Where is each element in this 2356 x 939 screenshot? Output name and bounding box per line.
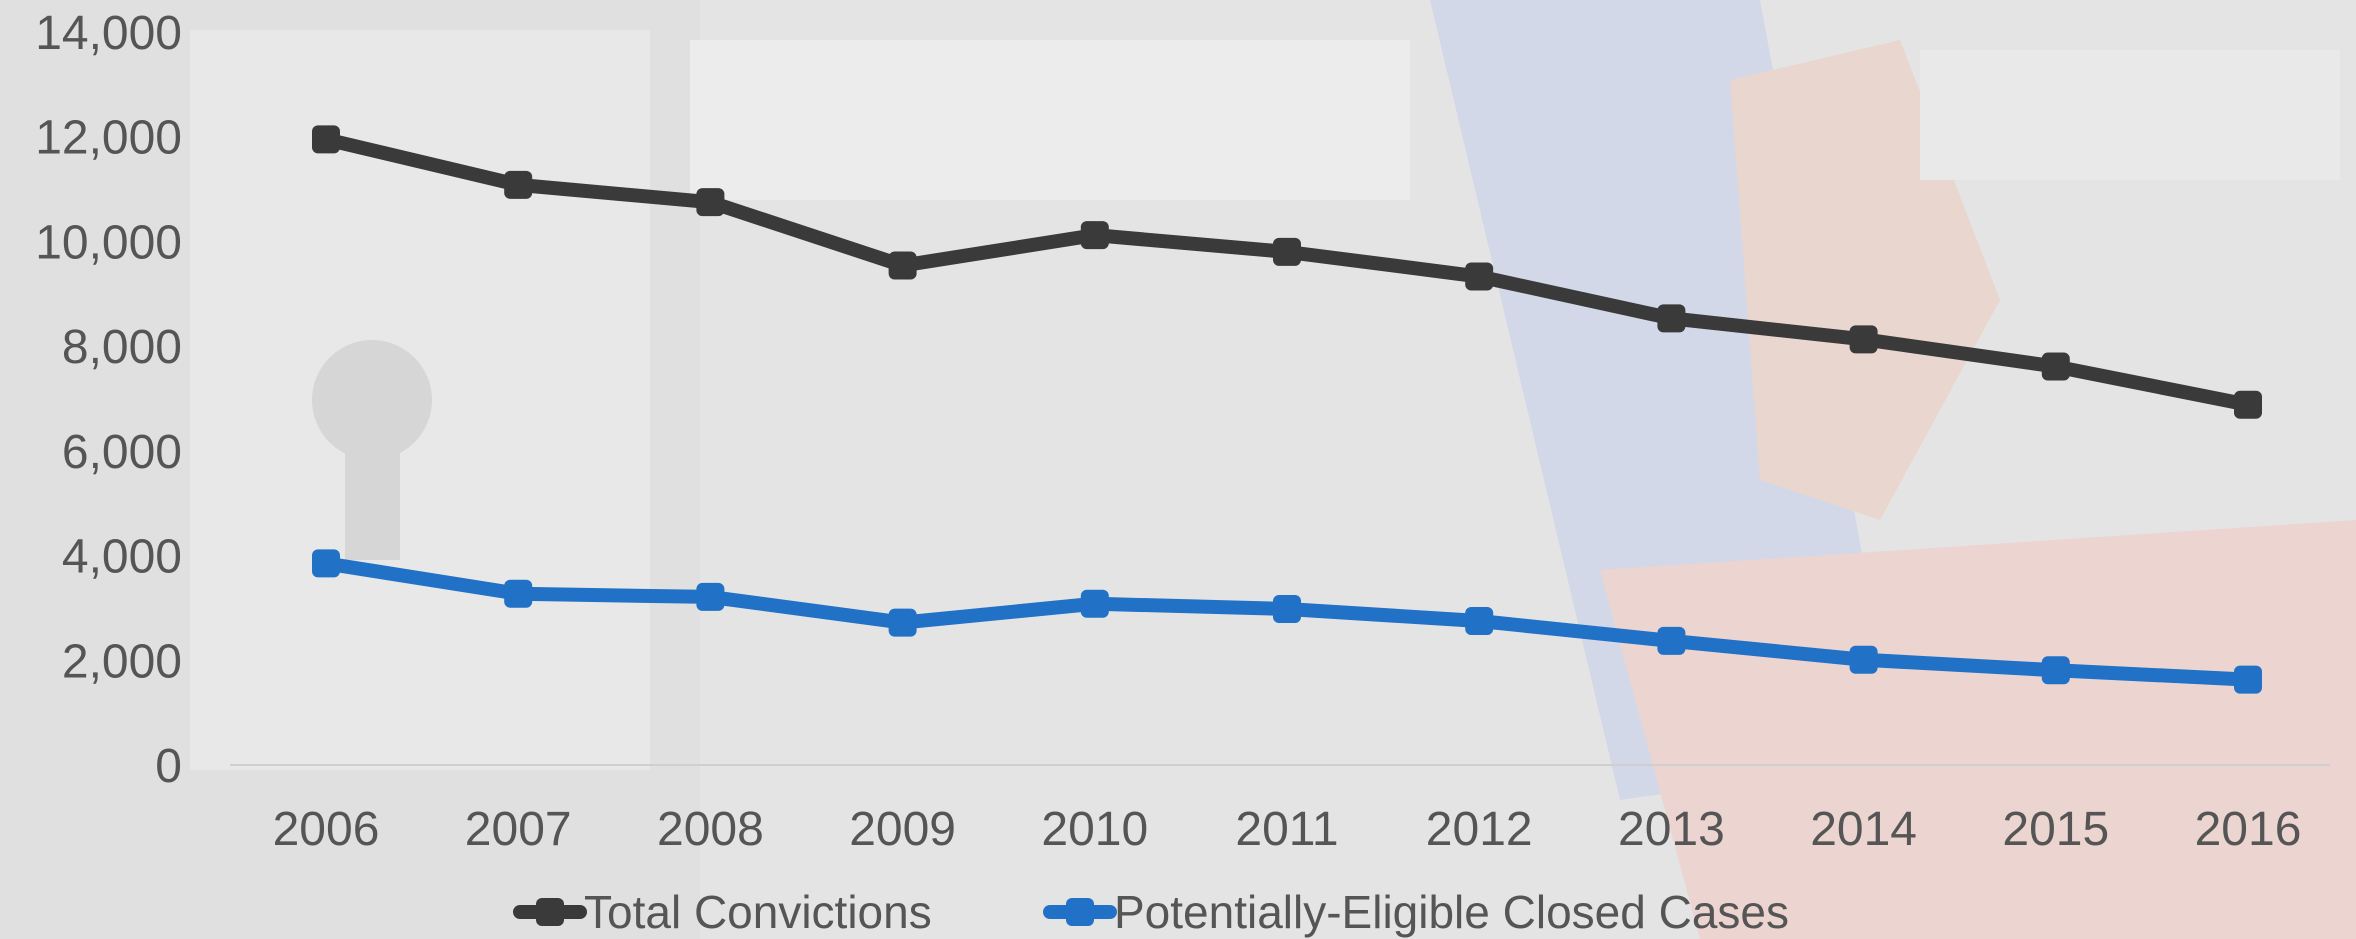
y-tick-label: 12,000 [35,112,182,165]
data-point-marker [312,549,340,578]
legend-label: Total Convictions [584,886,932,938]
data-point-marker [888,608,917,637]
data-point-marker [2041,656,2070,685]
x-tick-label: 2016 [2195,803,2302,856]
x-tick-label: 2007 [465,803,572,856]
x-tick-label: 2013 [1618,803,1725,856]
y-tick-label: 6,000 [62,426,182,479]
data-point-marker [1657,626,1686,655]
legend-item: Potentially-Eligible Closed Cases [1043,886,1789,938]
x-tick-label: 2006 [273,803,380,856]
data-point-marker [1273,594,1301,623]
data-point-marker [504,579,533,608]
data-point-marker [1657,304,1686,333]
data-point-marker [2234,665,2262,694]
data-point-marker [696,582,725,611]
series-line [319,132,2255,412]
legend-item: Total Convictions [513,886,932,938]
data-point-marker [1849,645,1878,674]
data-point-marker [1080,221,1109,250]
data-point-marker [1273,237,1301,266]
legend-label: Potentially-Eligible Closed Cases [1114,886,1789,938]
x-tick-label: 2008 [657,803,764,856]
y-tick-label: 10,000 [35,216,182,269]
data-point-marker [1849,325,1878,354]
y-tick-label: 4,000 [62,531,182,584]
data-point-marker [888,251,917,280]
data-point-marker [696,188,725,217]
series-1 [312,549,2262,694]
data-point-marker [1080,589,1109,618]
data-point-marker [2041,352,2070,381]
legend-swatch-marker [1066,898,1094,926]
y-tick-label: 8,000 [62,321,182,374]
x-tick-label: 2015 [2002,803,2109,856]
legend-swatch-marker [536,898,564,926]
x-tick-label: 2010 [1041,803,1148,856]
x-tick-label: 2012 [1426,803,1533,856]
x-tick-label: 2009 [849,803,956,856]
data-point-marker [1465,262,1494,291]
data-point-marker [1465,607,1494,636]
y-tick-label: 2,000 [62,635,182,688]
keyhole-icon [312,340,432,460]
data-point-marker [312,125,340,154]
x-tick-label: 2011 [1235,803,1338,856]
series-0 [312,125,2262,419]
x-tick-label: 2014 [1810,803,1917,856]
y-tick-label: 14,000 [35,7,182,60]
data-point-marker [2234,390,2262,419]
data-point-marker [504,170,533,199]
y-tick-label: 0 [155,740,182,793]
